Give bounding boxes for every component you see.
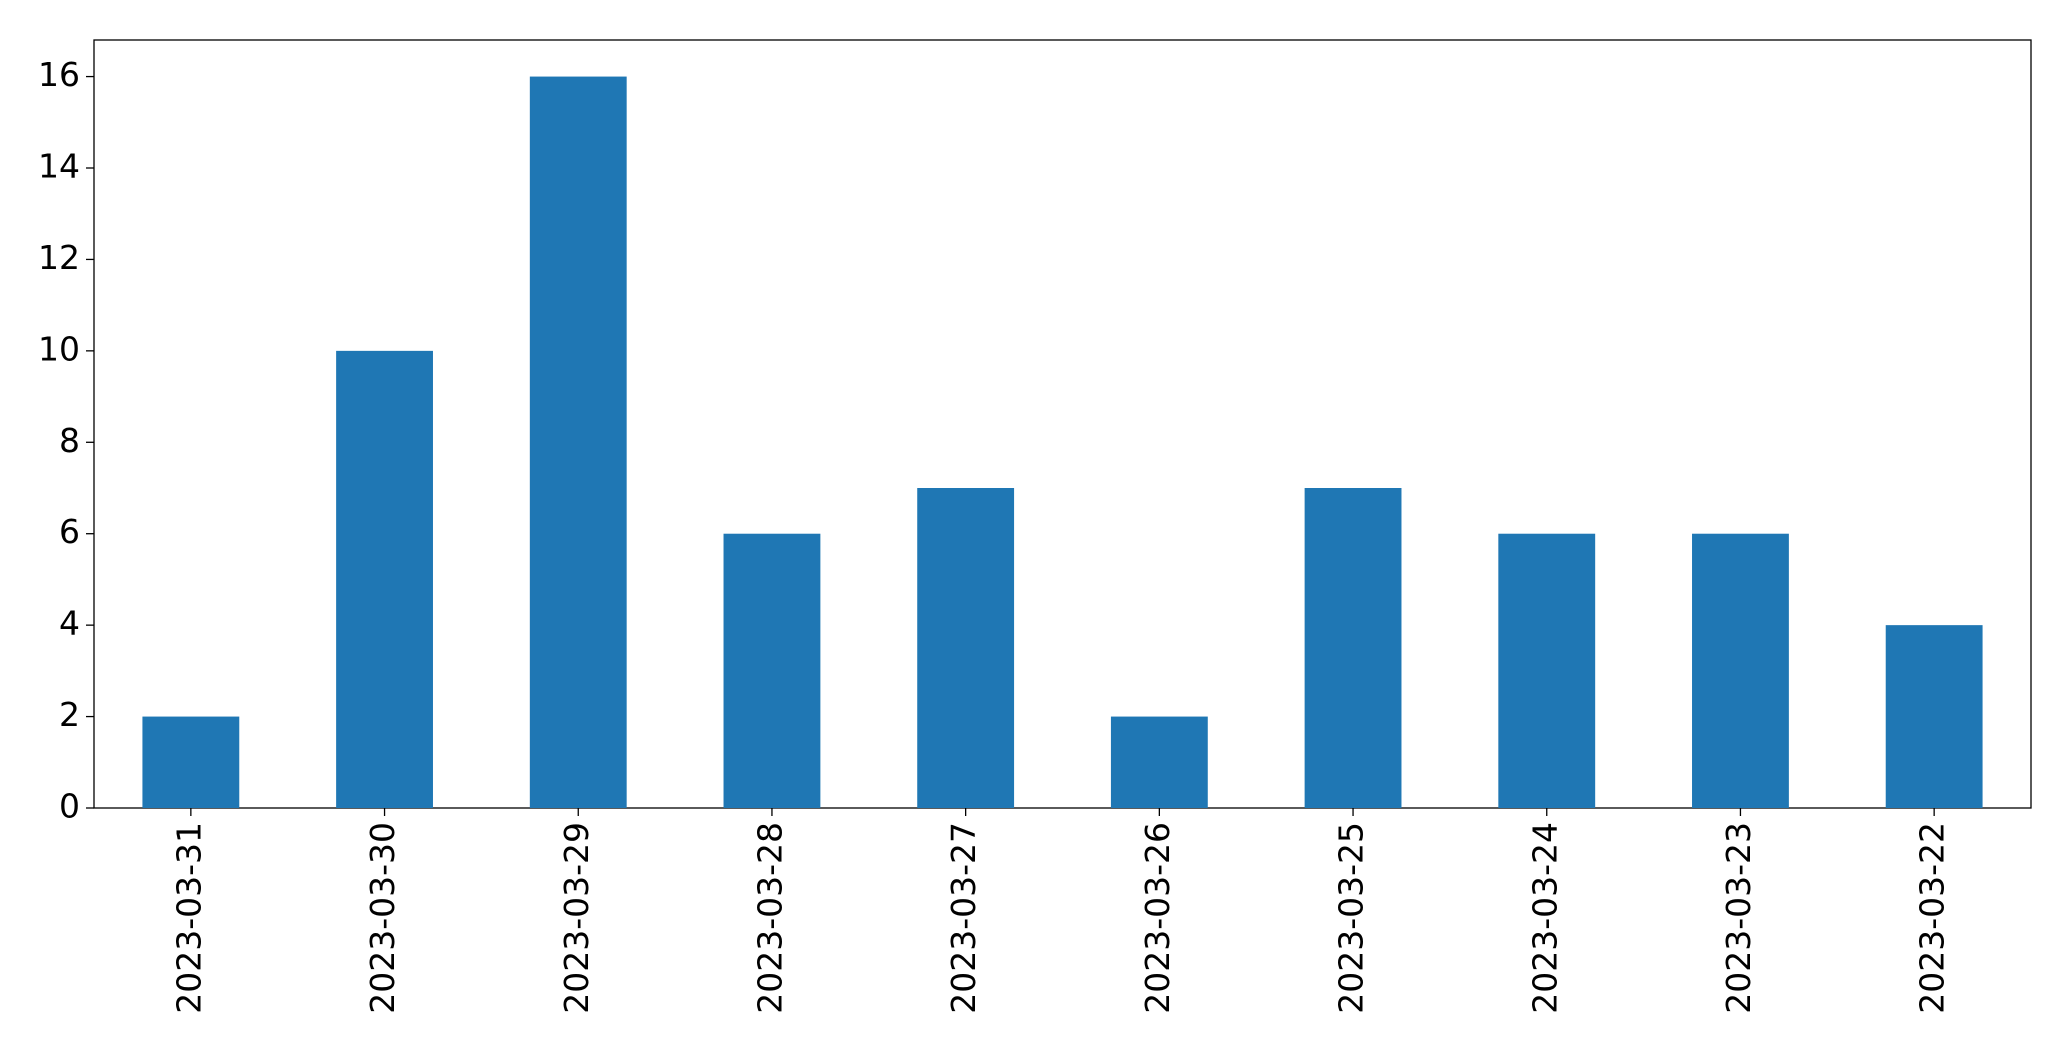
x-tick-label: 2023-03-23 (1719, 822, 1758, 1014)
bar (1885, 625, 1983, 808)
bar (142, 716, 240, 808)
y-tick-label: 14 (38, 147, 80, 186)
bar (1110, 716, 1208, 808)
y-tick-label: 0 (59, 787, 80, 826)
bar (917, 488, 1015, 808)
y-tick-label: 4 (59, 604, 80, 643)
bar (1498, 533, 1596, 808)
plot-frame (93, 39, 2032, 809)
y-tick-label: 10 (38, 329, 80, 368)
bar (1692, 533, 1789, 808)
x-tick-label: 2023-03-27 (944, 822, 983, 1014)
x-tick-label: 2023-03-29 (557, 822, 596, 1014)
x-tick-label: 2023-03-31 (169, 822, 208, 1014)
x-tick-label: 2023-03-28 (750, 822, 789, 1014)
bar (529, 76, 627, 809)
y-tick-label: 12 (38, 238, 80, 277)
y-tick-label: 16 (38, 55, 80, 94)
y-tick-label: 6 (59, 512, 80, 551)
x-tick-label: 2023-03-25 (1332, 822, 1371, 1014)
bar (1304, 488, 1402, 808)
x-tick-label: 2023-03-30 (363, 822, 402, 1014)
x-tick-label: 2023-03-24 (1525, 822, 1564, 1014)
bar (723, 533, 821, 808)
bar (336, 350, 433, 808)
y-tick-label: 2 (59, 695, 80, 734)
x-tick-label: 2023-03-22 (1913, 822, 1952, 1014)
x-tick-label: 2023-03-26 (1138, 822, 1177, 1014)
y-tick-label: 8 (59, 421, 80, 460)
